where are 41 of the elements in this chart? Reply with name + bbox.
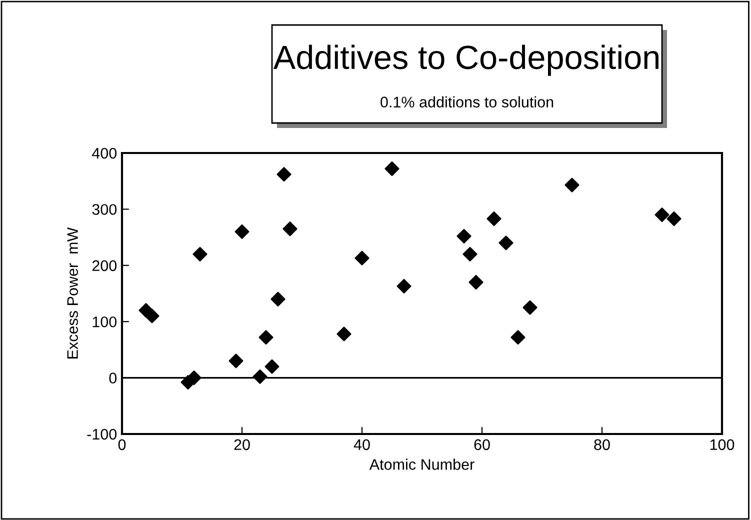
y-tick-label: 0 [109,372,117,384]
x-tick-label: 40 [354,439,370,450]
y-tick-label: 300 [92,204,117,215]
point [276,167,292,182]
point [264,359,280,374]
chart-subtitle: 0.1% additions to solution [380,96,554,108]
point [234,224,250,239]
point [462,246,478,262]
point [192,246,208,262]
point [252,369,268,384]
point [468,274,484,290]
chart-title: Additives to Co-deposition [273,44,658,76]
point [510,330,526,345]
point [498,236,514,250]
x-tick-label: 60 [474,439,490,450]
point [666,211,682,226]
point [258,330,274,345]
point [522,300,538,315]
point [396,278,412,294]
point [486,211,502,226]
x-tick-label: 100 [710,439,734,450]
y-tick-label: 200 [92,260,117,272]
point [456,228,472,244]
x-tick-label: 0 [118,439,126,450]
point [654,208,670,222]
point [186,370,202,386]
x-tick-label: 80 [594,439,610,450]
x-tick-label: 20 [234,439,250,450]
y-axis-title: Excess Power mW [67,227,78,358]
point [336,326,352,342]
y-tick-label: -100 [87,428,117,440]
point [228,354,244,368]
point [270,292,286,306]
point [144,308,160,324]
x-axis-title: Atomic Number [369,458,474,470]
point [564,178,580,192]
point [384,161,400,176]
point [282,222,298,236]
point [354,250,370,266]
y-tick-label: 400 [92,148,117,159]
y-tick-label: 100 [92,316,117,328]
